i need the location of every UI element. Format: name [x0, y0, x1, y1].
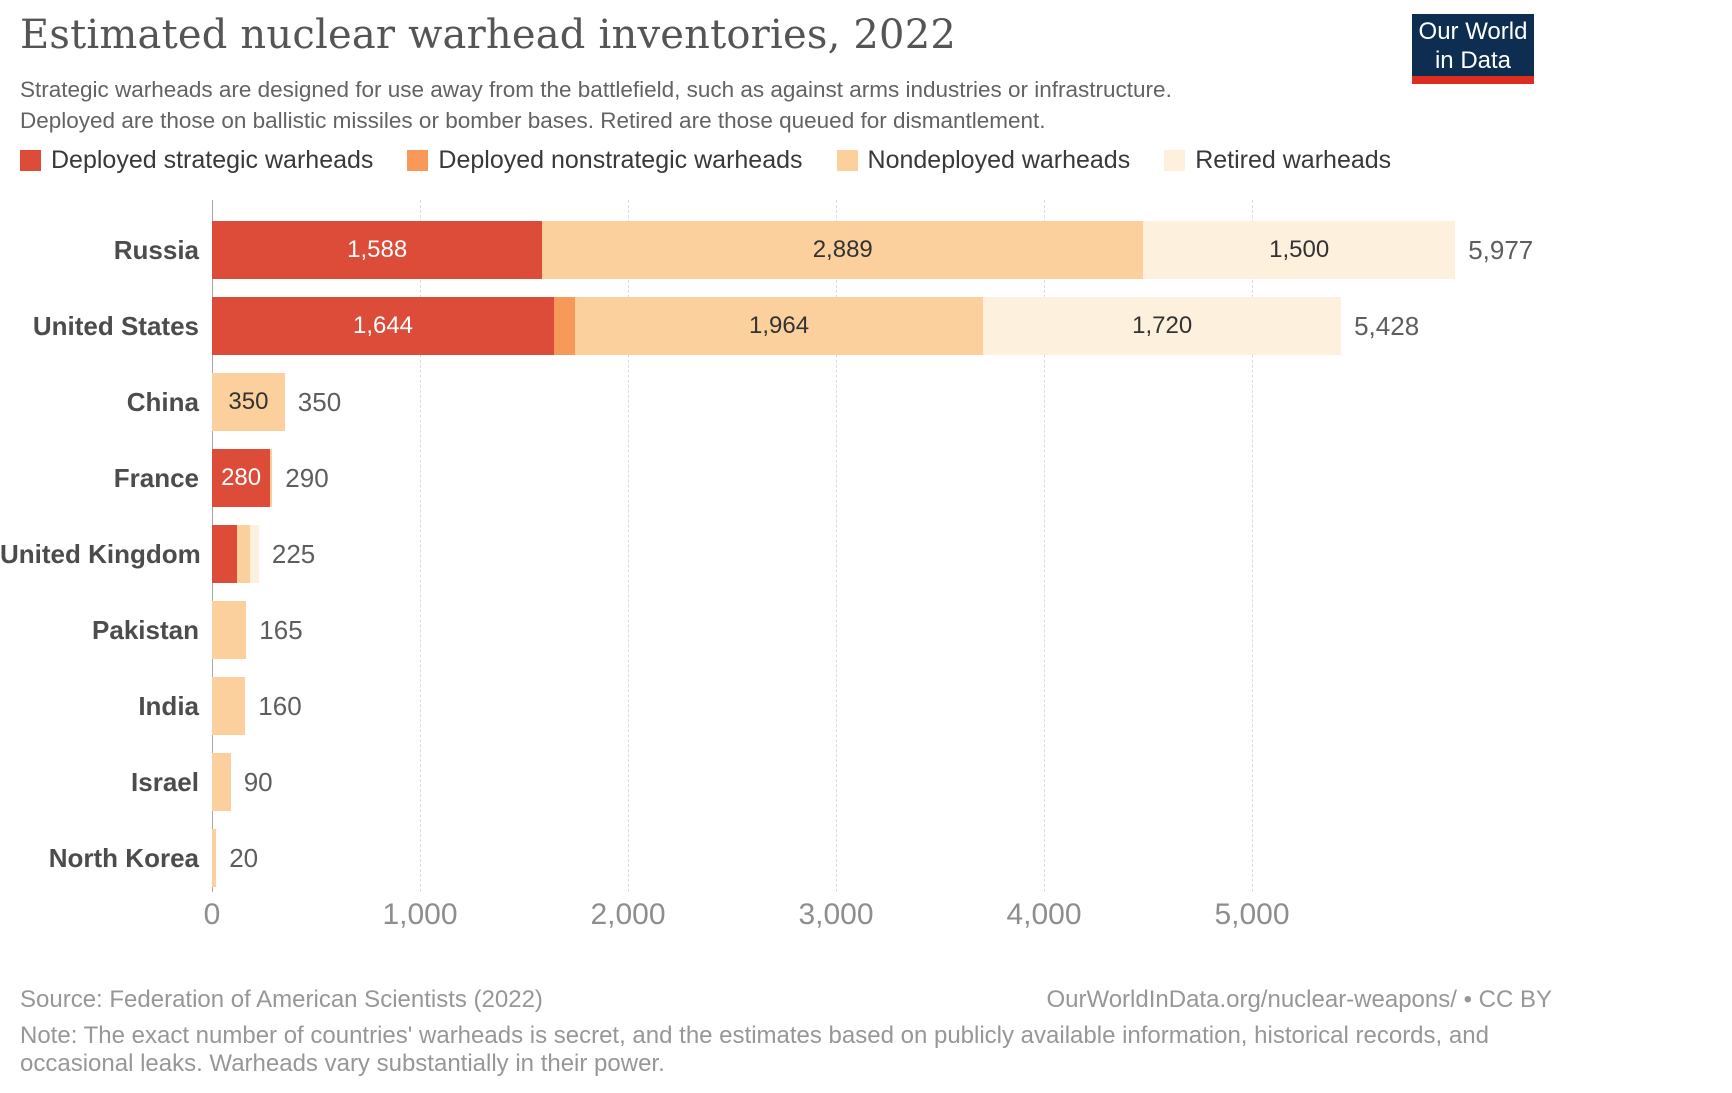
country-label[interactable]: Russia: [113, 234, 199, 265]
owid-url-link[interactable]: OurWorldInData.org/nuclear-weapons/ • CC…: [1046, 986, 1552, 1013]
stacked-bar: 1,644 1,964 1,720: [212, 297, 1342, 355]
stacked-bar: [212, 525, 259, 583]
stacked-bar: [212, 677, 246, 735]
x-axis-tick-label: 0: [203, 898, 221, 931]
country-label[interactable]: United Kingdom: [0, 538, 201, 569]
bar-row: North Korea 20: [0, 820, 1732, 896]
country-label[interactable]: Pakistan: [92, 614, 199, 645]
bar-total-label: 165: [259, 614, 303, 645]
legend-swatch: [1164, 150, 1186, 171]
bar-total-label: 5,428: [1354, 310, 1420, 341]
bar-segment[interactable]: [249, 525, 259, 583]
stacked-bar: [212, 829, 217, 887]
country-label[interactable]: China: [126, 386, 199, 417]
gridline: [628, 200, 629, 892]
owid-logo-line2: in Data: [1434, 47, 1512, 74]
bar-row: China 350 350: [0, 364, 1732, 440]
legend-item-1: Deployed strategic warheads: [20, 146, 373, 175]
chart-note-line2: occasional leaks. Warheads vary substant…: [20, 1050, 665, 1077]
bar-row: Israel 90: [0, 744, 1732, 820]
bar-segment[interactable]: 1,720: [983, 297, 1342, 355]
legend-swatch: [20, 150, 41, 171]
bar-row: Russia 1,588 2,889 1,500 5,977: [0, 212, 1732, 288]
bar-segment[interactable]: [212, 753, 231, 811]
bar-segment[interactable]: [212, 525, 237, 583]
bar-total-label: 160: [258, 690, 302, 721]
bar-segment[interactable]: [212, 829, 217, 887]
bar-segment[interactable]: 1,500: [1143, 221, 1456, 279]
bar-total-label: 225: [271, 538, 316, 569]
gridline: [836, 200, 837, 892]
bar-segment[interactable]: [270, 449, 273, 507]
bar-segment[interactable]: [554, 297, 575, 355]
x-axis-tick-label: 4,000: [1006, 898, 1082, 931]
bar-row: India 160: [0, 668, 1732, 744]
chart-footer: Source: Federation of American Scientist…: [20, 986, 1552, 1078]
chart-subtitle: Strategic warheads are designed for use …: [20, 74, 1172, 136]
bar-total-label: 5,977: [1468, 234, 1534, 265]
chart-rows: Russia 1,588 2,889 1,500 5,977 United States 1…: [0, 212, 1732, 896]
bar-total-label: 350: [297, 386, 342, 417]
country-label[interactable]: India: [138, 690, 199, 721]
bar-segment[interactable]: [237, 525, 250, 583]
gridline: [1252, 200, 1253, 892]
stacked-bar: 350: [212, 373, 285, 431]
page-title: Estimated nuclear warhead inventories, 2…: [20, 12, 957, 58]
bar-total-label: 20: [229, 842, 259, 873]
x-axis-tick-label: 1,000: [382, 898, 458, 931]
chart-legend: Deployed strategic warheads Deployed nons…: [20, 146, 1391, 175]
legend-label: Retired warheads: [1195, 146, 1392, 174]
bar-segment[interactable]: 1,588: [212, 221, 543, 279]
bar-segment[interactable]: 350: [212, 373, 285, 431]
x-axis-tick-label: 3,000: [798, 898, 874, 931]
legend-label: Deployed nonstrategic warheads: [438, 146, 803, 174]
legend-label: Deployed strategic warheads: [51, 146, 374, 174]
gridline: [420, 200, 421, 892]
chart-note: Note: The exact number of countries' war…: [20, 1022, 1552, 1078]
bar-row: United States 1,644 1,964 1,720 5,428: [0, 288, 1732, 364]
country-label[interactable]: France: [113, 462, 199, 493]
legend-item-4: Retired warheads: [1164, 146, 1391, 175]
bar-segment[interactable]: [212, 601, 247, 659]
legend-label: Nondeployed warheads: [867, 146, 1131, 174]
x-axis-tick-label: 2,000: [590, 898, 666, 931]
stacked-bar: 1,588 2,889 1,500: [212, 221, 1456, 279]
owid-logo[interactable]: Our World in Data: [1412, 14, 1534, 84]
bar-segment[interactable]: 2,889: [542, 221, 1144, 279]
stacked-bar: [212, 601, 247, 659]
owid-logo-line1: Our World: [1418, 18, 1528, 45]
bar-segment[interactable]: [212, 677, 246, 735]
legend-swatch: [407, 150, 429, 171]
bar-row: Pakistan 165: [0, 592, 1732, 668]
bar-segment[interactable]: 280: [212, 449, 271, 507]
legend-item-2: Deployed nonstrategic warheads: [407, 146, 803, 175]
country-label[interactable]: United States: [32, 310, 199, 341]
legend-item-3: Nondeployed warheads: [836, 146, 1131, 175]
source-text: Source: Federation of American Scientist…: [20, 986, 543, 1013]
country-label[interactable]: Israel: [131, 766, 199, 797]
bar-segment[interactable]: 1,964: [574, 297, 984, 355]
x-axis: 0 1,000 2,000 3,000 4,000 5,000: [0, 898, 1732, 938]
chart-subtitle-line1: Strategic warheads are designed for use …: [20, 77, 1172, 102]
chart-note-line1: Note: The exact number of countries' war…: [20, 1022, 1489, 1049]
bar-total-label: 90: [243, 766, 273, 797]
country-label[interactable]: North Korea: [48, 842, 199, 873]
bar-segment[interactable]: 1,644: [212, 297, 554, 355]
stacked-bar: 280: [212, 449, 273, 507]
legend-swatch: [836, 150, 858, 171]
gridline: [1044, 200, 1045, 892]
chart-subtitle-line2: Deployed are those on ballistic missiles…: [20, 108, 1046, 133]
bar-row: France 280 290: [0, 440, 1732, 516]
bar-row: United Kingdom 225: [0, 516, 1732, 592]
stacked-bar: [212, 753, 231, 811]
x-axis-tick-label: 5,000: [1214, 898, 1290, 931]
bar-total-label: 290: [285, 462, 329, 493]
